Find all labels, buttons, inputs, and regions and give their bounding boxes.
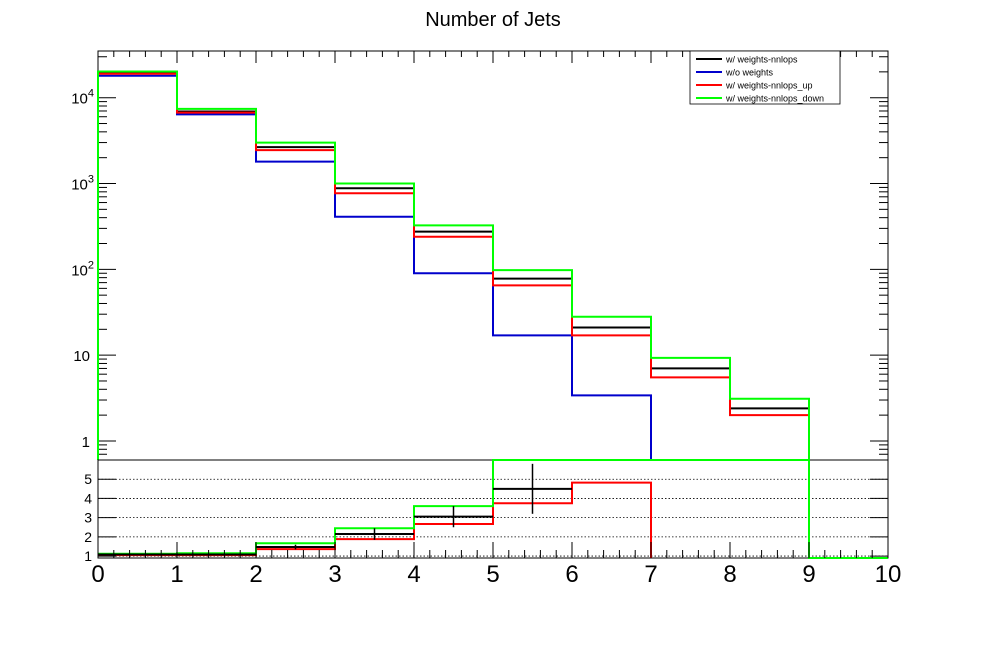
legend-label: w/ weights-nnlops_down xyxy=(725,94,824,104)
legend-label: w/o weights xyxy=(725,68,774,78)
x-tick-label: 7 xyxy=(644,561,657,588)
series-line-1 xyxy=(97,74,652,460)
x-tick-label: 9 xyxy=(802,561,815,588)
series-line-3 xyxy=(97,70,810,460)
y-tick-label: 103 xyxy=(71,174,94,194)
ratio-y-tick-label: 5 xyxy=(84,471,92,487)
ratio-y-tick-label: 2 xyxy=(84,529,92,545)
chart-title: Number of Jets xyxy=(425,9,561,31)
ratio-series-line-0 xyxy=(98,481,652,558)
legend-label: w/ weights-nnlops_up xyxy=(725,81,813,91)
legend-label: w/ weights-nnlops xyxy=(725,55,798,65)
x-tick-label: 1 xyxy=(170,561,183,588)
legend: w/ weights-nnlops w/o weights w/ weights-n… xyxy=(689,50,841,105)
x-tick-label: 4 xyxy=(407,561,420,588)
y-tick-label: 102 xyxy=(71,259,94,279)
y-tick-label: 10 xyxy=(73,348,90,365)
x-tick-label: 6 xyxy=(565,561,578,588)
ratio-y-tick-label: 1 xyxy=(84,548,92,564)
x-tick-label: 8 xyxy=(723,561,736,588)
ratio-series-line-1 xyxy=(98,459,888,559)
x-tick-label: 2 xyxy=(249,561,262,588)
series-line-0 xyxy=(97,71,810,460)
y-tick-label: 1 xyxy=(82,434,90,451)
x-tick-label: 5 xyxy=(486,561,499,588)
ratio-y-tick-label: 4 xyxy=(84,490,92,506)
top-plot: 1 10 102 103 104 xyxy=(71,50,889,461)
x-tick-label: 3 xyxy=(328,561,341,588)
x-tick-label: 0 xyxy=(91,561,104,588)
series-line-2 xyxy=(97,72,810,460)
x-tick-label: 10 xyxy=(875,561,902,588)
ratio-y-tick-label: 3 xyxy=(84,510,92,526)
y-tick-label: 104 xyxy=(71,88,94,108)
